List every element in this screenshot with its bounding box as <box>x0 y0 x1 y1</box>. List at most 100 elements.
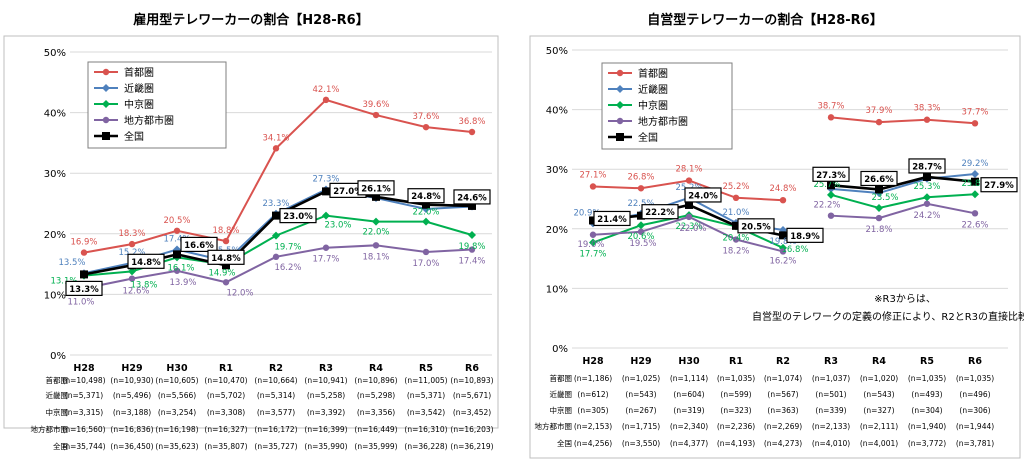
data-label-box <box>357 180 395 196</box>
n-table-cell: (n=16,560) <box>62 425 105 434</box>
data-point <box>685 177 693 184</box>
data-label: 37.6% <box>412 112 439 122</box>
n-table-cell: (n=1,715) <box>622 422 660 431</box>
data-label: 29.2% <box>961 159 988 169</box>
n-table-cell: (n=35,999) <box>354 442 397 451</box>
data-label: 22.2% <box>645 208 675 218</box>
n-table-cell: (n=2,340) <box>670 422 708 431</box>
n-table-cell: (n=363) <box>767 406 798 415</box>
data-point <box>422 123 430 131</box>
n-table-cell: (n=5,258) <box>307 391 345 400</box>
data-label: 38.3% <box>913 104 940 114</box>
data-label: 18.1% <box>362 252 389 262</box>
data-label: 26.8% <box>627 172 654 182</box>
n-table-cell: (n=5,566) <box>158 391 196 400</box>
data-label: 18.9% <box>790 232 820 242</box>
data-label: 17.0% <box>412 259 439 269</box>
data-point <box>971 177 979 186</box>
data-label: 20.6% <box>627 232 654 242</box>
chart-frame <box>3 35 499 429</box>
y-tick-label: 30% <box>44 169 66 180</box>
n-table-cell: (n=10,896) <box>354 376 397 385</box>
data-label: 21.0% <box>722 208 749 218</box>
n-table-cell: (n=493) <box>911 390 942 399</box>
data-label: 25.3% <box>913 182 940 192</box>
data-point <box>875 118 883 126</box>
chart-note-line: 自営型のテレワークの定義の修正により、R2とR3の直接比較は困難 <box>752 310 1024 323</box>
n-table-row-label: 地方都市圏 <box>535 421 573 431</box>
data-point <box>875 203 883 212</box>
data-point <box>173 227 181 234</box>
data-label: 39.6% <box>362 100 389 110</box>
data-point <box>779 231 787 240</box>
n-table-cell: (n=4,010) <box>812 439 850 448</box>
data-label: 20.9% <box>573 208 600 218</box>
x-tick-label: R6 <box>465 363 479 374</box>
data-label: 26.6% <box>864 175 894 185</box>
data-label: 21.4% <box>597 215 627 225</box>
data-label: 12.6% <box>122 287 149 297</box>
data-label: 22.0% <box>362 228 389 238</box>
n-table-cell: (n=3,772) <box>908 439 946 448</box>
data-label: 22.6% <box>961 220 988 230</box>
data-label: 16.1% <box>167 263 194 273</box>
chart-note: ※R3からは、自営型のテレワークの定義の修正により、R2とR3の直接比較は困難 <box>752 293 1024 323</box>
n-table-cell: (n=323) <box>720 406 751 415</box>
data-point <box>468 231 476 240</box>
y-tick-label: 0% <box>50 351 66 362</box>
n-table-cell: (n=5,314) <box>257 391 295 400</box>
n-table-cell: (n=35,623) <box>155 442 198 451</box>
y-tick-label: 20% <box>44 230 66 241</box>
series-line-chukyo <box>830 193 976 209</box>
data-point <box>875 214 883 222</box>
data-label: 13.1% <box>50 277 77 287</box>
data-label: 13.8% <box>130 280 157 290</box>
data-label: 24.2% <box>913 211 940 221</box>
data-point <box>272 211 280 220</box>
y-tick-label: 10% <box>546 284 568 295</box>
x-tick-label: R2 <box>776 356 790 367</box>
data-point <box>637 185 645 192</box>
n-table-cell: (n=5,371) <box>65 391 103 400</box>
data-point <box>589 238 597 247</box>
n-table-cell: (n=35,990) <box>304 442 347 451</box>
data-point <box>616 117 624 125</box>
series-line-chiho <box>830 202 976 220</box>
data-point <box>222 279 230 286</box>
data-point <box>422 248 430 256</box>
data-label-box <box>641 204 679 220</box>
data-label: 19.0% <box>577 240 604 250</box>
n-table-cell: (n=10,498) <box>62 376 105 385</box>
data-point <box>272 145 280 152</box>
n-table-row-label: 中京圏 <box>46 407 69 417</box>
n-table-cell: (n=3,392) <box>307 408 345 417</box>
data-point <box>322 96 330 104</box>
n-table-cell: (n=3,315) <box>65 408 103 417</box>
n-table-cell: (n=16,203) <box>450 425 493 434</box>
data-point <box>732 194 740 202</box>
data-point <box>616 101 624 109</box>
data-label: 13.3% <box>69 285 99 295</box>
n-table-cell: (n=339) <box>815 406 846 415</box>
data-point <box>637 221 645 230</box>
data-point <box>173 267 181 274</box>
data-label: 25.7% <box>813 180 840 190</box>
data-point <box>468 201 476 210</box>
n-table-cell: (n=16,327) <box>204 425 247 434</box>
n-table-cell: (n=599) <box>720 390 751 399</box>
data-label: 19.8% <box>458 242 485 252</box>
series-line-shutoken <box>830 116 976 125</box>
data-label: 19.5% <box>629 239 656 249</box>
data-label: 13.5% <box>58 258 85 268</box>
series-shutoken <box>80 96 476 256</box>
n-table-cell: (n=10,470) <box>204 376 247 385</box>
data-label-box <box>65 280 103 297</box>
data-label: 12.0% <box>226 288 253 298</box>
data-point <box>102 84 110 92</box>
data-point <box>971 120 979 127</box>
n-table-cell: (n=5,496) <box>113 391 151 400</box>
n-table-cell: (n=4,193) <box>717 439 755 448</box>
series-line-zenkoku <box>830 175 976 191</box>
